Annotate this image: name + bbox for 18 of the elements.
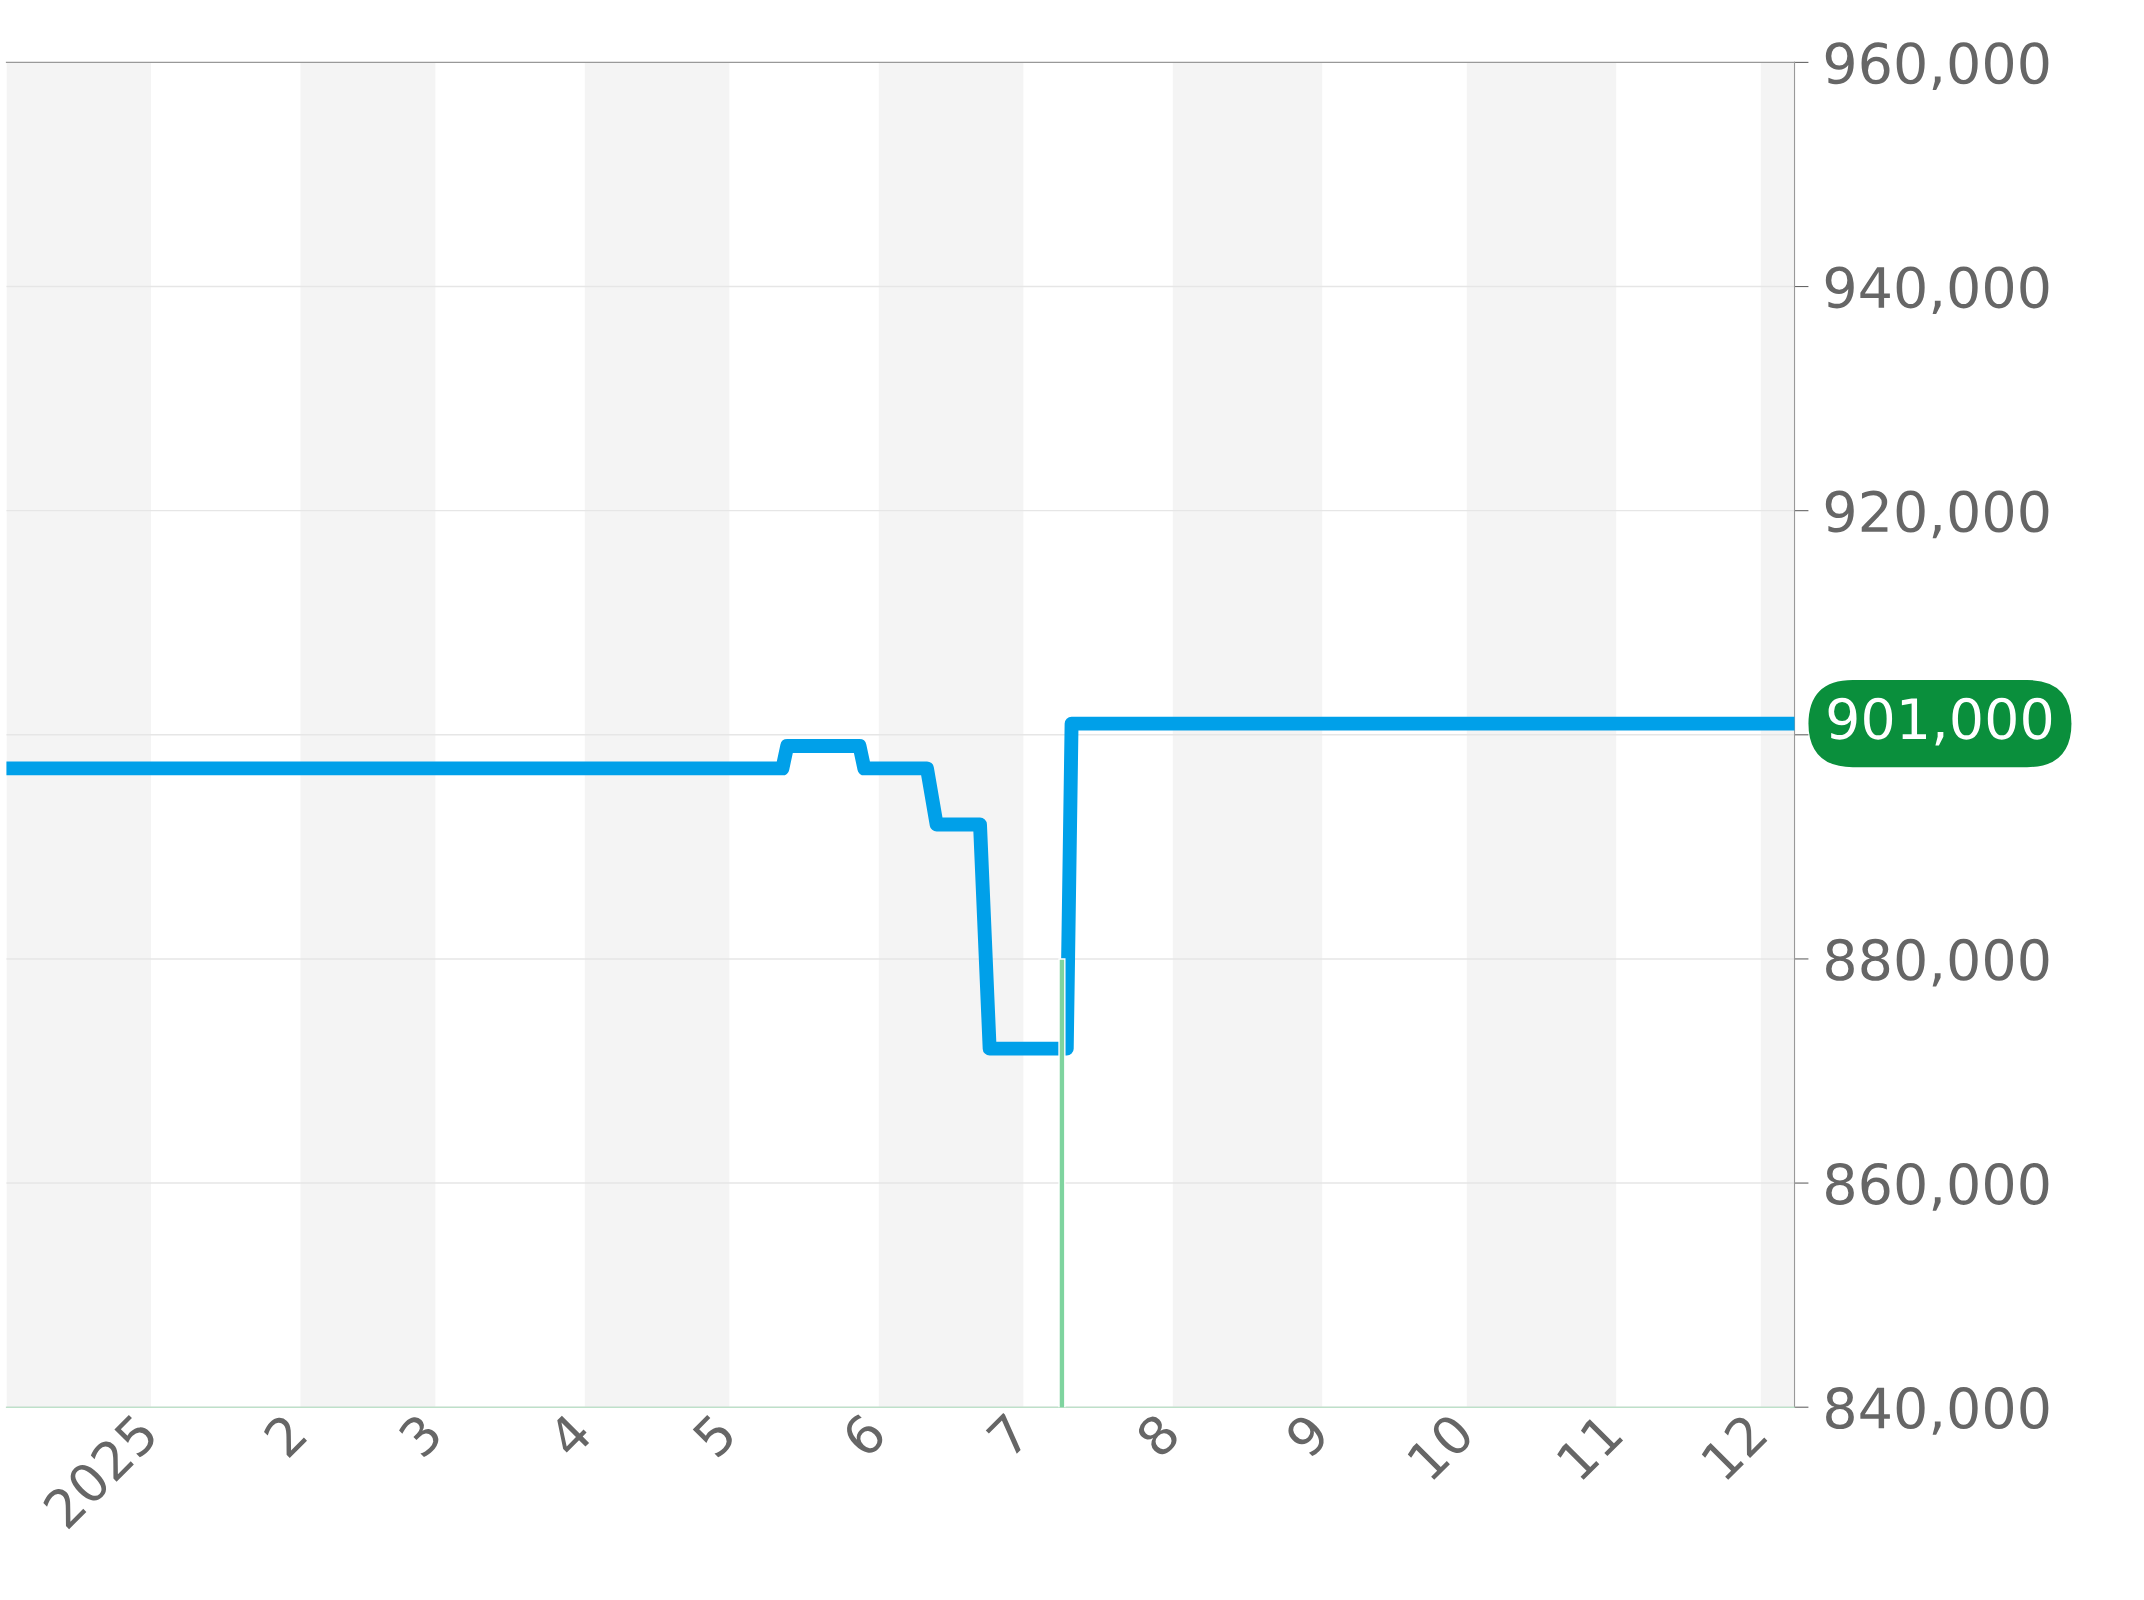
y-tick-label: 940,000 — [1825, 266, 2049, 315]
x-tick-label: 7 — [985, 1412, 1031, 1458]
x-tick-label: 3 — [397, 1412, 444, 1459]
y-tick-label: 860,000 — [1826, 1162, 2049, 1211]
y-tick-label: 920,000 — [1825, 490, 2049, 539]
x-tick-label: 9 — [1283, 1411, 1331, 1459]
x-tick-label: 2 — [262, 1412, 307, 1458]
x-tick-label: 12 — [1700, 1412, 1768, 1481]
x-tick-label: 4 — [545, 1411, 593, 1459]
y-tick-label: 960,000 — [1825, 42, 2049, 90]
y-tick-label: 880,000 — [1826, 938, 2049, 987]
annotation: 901,000 — [1828, 697, 2052, 746]
y-tick-label: 840,000 — [1826, 1387, 2049, 1435]
x-tick-label: 8 — [1134, 1411, 1182, 1459]
x-tick-label: 10 — [1406, 1411, 1476, 1481]
x-tick-label: 11 — [1555, 1413, 1624, 1481]
x-tick-label: 5 — [691, 1412, 737, 1459]
x-tick-label: 6 — [840, 1411, 888, 1459]
